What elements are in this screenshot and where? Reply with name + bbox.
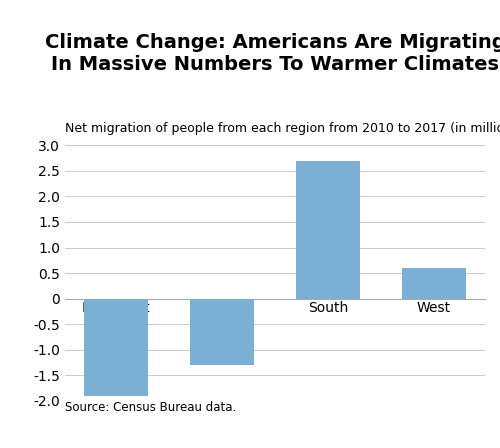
Bar xyxy=(84,299,148,396)
Text: Net migration of people from each region from 2010 to 2017 (in millions): Net migration of people from each region… xyxy=(65,122,500,135)
Text: Source: Census Bureau data.: Source: Census Bureau data. xyxy=(65,401,236,414)
Text: Climate Change: Americans Are Migrating
In Massive Numbers To Warmer Climates: Climate Change: Americans Are Migrating … xyxy=(44,33,500,74)
Bar xyxy=(296,161,360,299)
Bar xyxy=(402,268,466,299)
Bar xyxy=(190,299,254,365)
